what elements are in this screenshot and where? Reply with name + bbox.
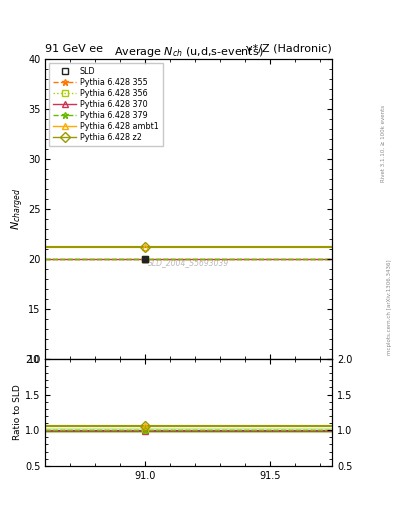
- Text: SLD_2004_S5693039: SLD_2004_S5693039: [148, 259, 229, 267]
- Legend: SLD, Pythia 6.428 355, Pythia 6.428 356, Pythia 6.428 370, Pythia 6.428 379, Pyt: SLD, Pythia 6.428 355, Pythia 6.428 356,…: [49, 63, 163, 146]
- Y-axis label: Ratio to SLD: Ratio to SLD: [13, 385, 22, 440]
- Y-axis label: $N_{charged}$: $N_{charged}$: [10, 188, 26, 230]
- Text: γ*/Z (Hadronic): γ*/Z (Hadronic): [246, 44, 332, 54]
- Text: mcplots.cern.ch [arXiv:1306.3436]: mcplots.cern.ch [arXiv:1306.3436]: [387, 260, 391, 355]
- Text: Rivet 3.1.10, ≥ 100k events: Rivet 3.1.10, ≥ 100k events: [381, 105, 386, 182]
- Title: Average $N_{ch}$ (u,d,s-events): Average $N_{ch}$ (u,d,s-events): [114, 45, 263, 59]
- Bar: [45, 428, 332, 432]
- Text: 91 GeV ee: 91 GeV ee: [45, 44, 103, 54]
